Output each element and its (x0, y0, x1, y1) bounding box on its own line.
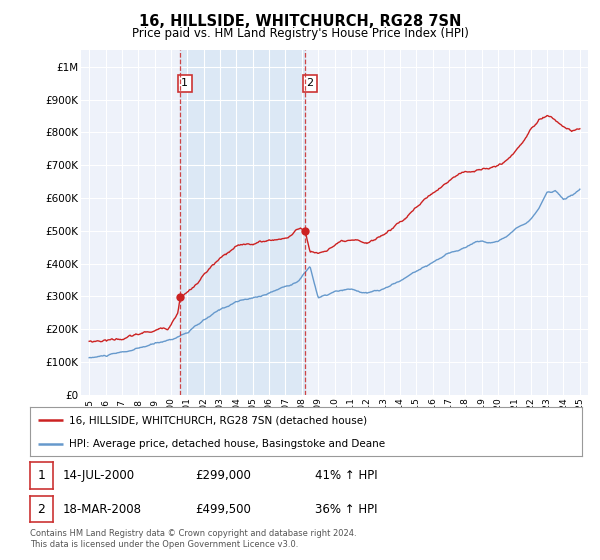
Text: 18-MAR-2008: 18-MAR-2008 (63, 502, 142, 516)
Text: 16, HILLSIDE, WHITCHURCH, RG28 7SN (detached house): 16, HILLSIDE, WHITCHURCH, RG28 7SN (deta… (68, 416, 367, 426)
Text: 41% ↑ HPI: 41% ↑ HPI (315, 469, 377, 482)
Text: 36% ↑ HPI: 36% ↑ HPI (315, 502, 377, 516)
Text: 14-JUL-2000: 14-JUL-2000 (63, 469, 135, 482)
Text: £299,000: £299,000 (195, 469, 251, 482)
Text: 2: 2 (307, 78, 314, 88)
Text: 1: 1 (181, 78, 188, 88)
Bar (180, 50, 305, 395)
Text: HPI: Average price, detached house, Basingstoke and Deane: HPI: Average price, detached house, Basi… (68, 439, 385, 449)
Text: Price paid vs. HM Land Registry's House Price Index (HPI): Price paid vs. HM Land Registry's House … (131, 27, 469, 40)
Text: Contains HM Land Registry data © Crown copyright and database right 2024.
This d: Contains HM Land Registry data © Crown c… (30, 529, 356, 549)
Text: 16, HILLSIDE, WHITCHURCH, RG28 7SN: 16, HILLSIDE, WHITCHURCH, RG28 7SN (139, 14, 461, 29)
Text: 1: 1 (37, 469, 46, 482)
Text: 2: 2 (37, 502, 46, 516)
Text: £499,500: £499,500 (195, 502, 251, 516)
